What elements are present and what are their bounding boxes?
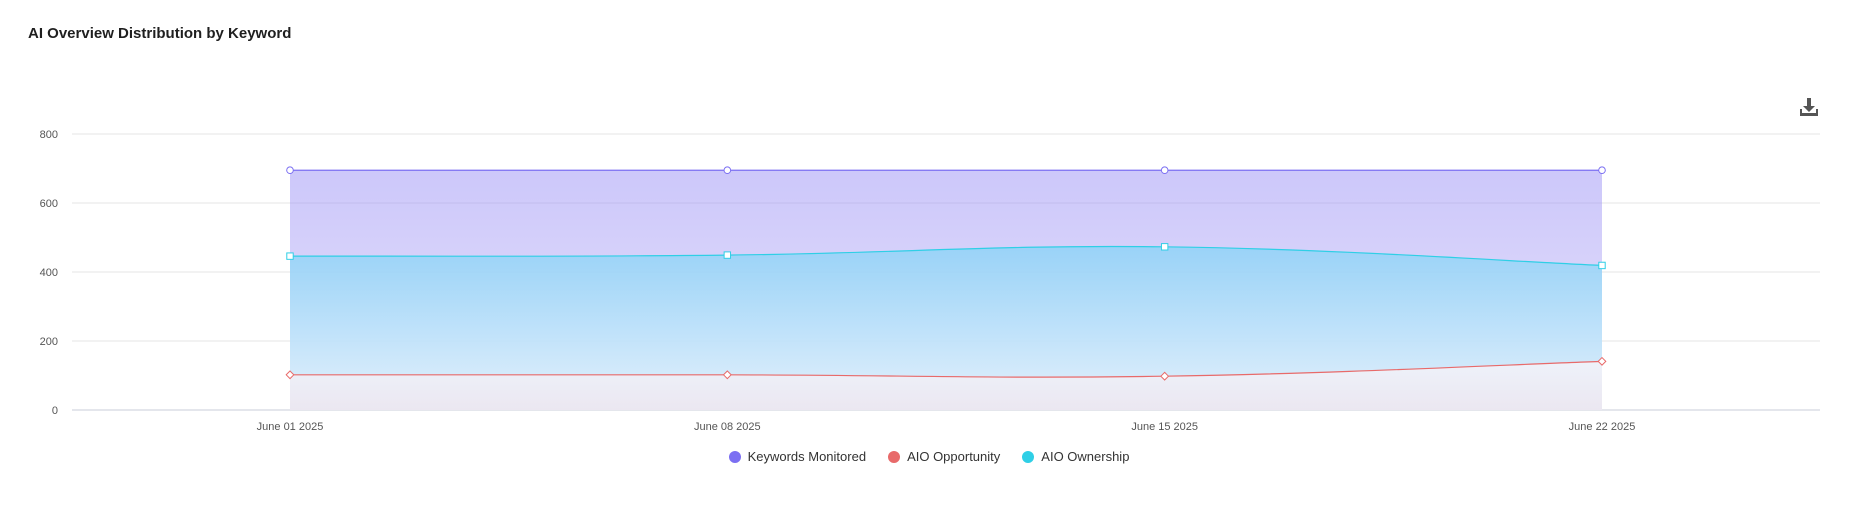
y-tick-label: 200	[40, 336, 58, 348]
x-tick-label: June 15 2025	[1131, 421, 1198, 433]
x-tick-label: June 08 2025	[694, 421, 761, 433]
point-aio-ownership	[286, 252, 294, 260]
point-aio-opportunity	[1160, 371, 1170, 381]
download-icon[interactable]	[1798, 96, 1820, 118]
legend-swatch	[888, 450, 901, 463]
line-aio-ownership	[289, 245, 1603, 267]
legend-item[interactable]: AIO Ownership	[1022, 449, 1129, 464]
point-aio-ownership	[1598, 261, 1606, 270]
x-tick-label: June 22 2025	[1569, 421, 1636, 433]
line-aio-opportunity	[289, 360, 1603, 378]
area-aio-opportunity	[290, 361, 1602, 410]
point-keywords-monitored	[1160, 166, 1169, 175]
chart-legend: Keywords Monitored AIO Opportunity AIO Own…	[0, 449, 1858, 464]
point-keywords-monitored	[1598, 166, 1606, 175]
y-tick-label: 600	[40, 198, 58, 210]
point-keywords-monitored	[723, 166, 732, 175]
x-tick-label: June 01 2025	[257, 421, 324, 433]
point-aio-opportunity	[1597, 356, 1607, 366]
y-tick-label: 800	[40, 129, 58, 141]
legend-label: AIO Ownership	[1041, 449, 1130, 464]
legend-item[interactable]: AIO Opportunity	[888, 449, 1000, 464]
y-tick-label: 400	[40, 267, 58, 279]
point-aio-ownership	[1160, 243, 1169, 251]
point-aio-ownership	[723, 251, 732, 259]
area-aio-ownership	[290, 246, 1602, 410]
point-aio-opportunity	[285, 370, 295, 380]
legend-swatch	[728, 450, 741, 463]
y-tick-label: 0	[52, 405, 58, 417]
area-chart: 0 200 400 600 800 June 01 2025 June 08 2025 Jun…	[40, 129, 1820, 433]
point-aio-opportunity	[722, 370, 732, 380]
legend-item[interactable]: Keywords Monitored	[728, 449, 867, 464]
point-keywords-monitored	[286, 166, 294, 175]
chart-title: AI Overview Distribution by Keyword	[28, 25, 292, 42]
legend-label: Keywords Monitored	[747, 449, 867, 464]
legend-label: AIO Opportunity	[907, 449, 1001, 464]
legend-swatch	[1022, 450, 1035, 463]
